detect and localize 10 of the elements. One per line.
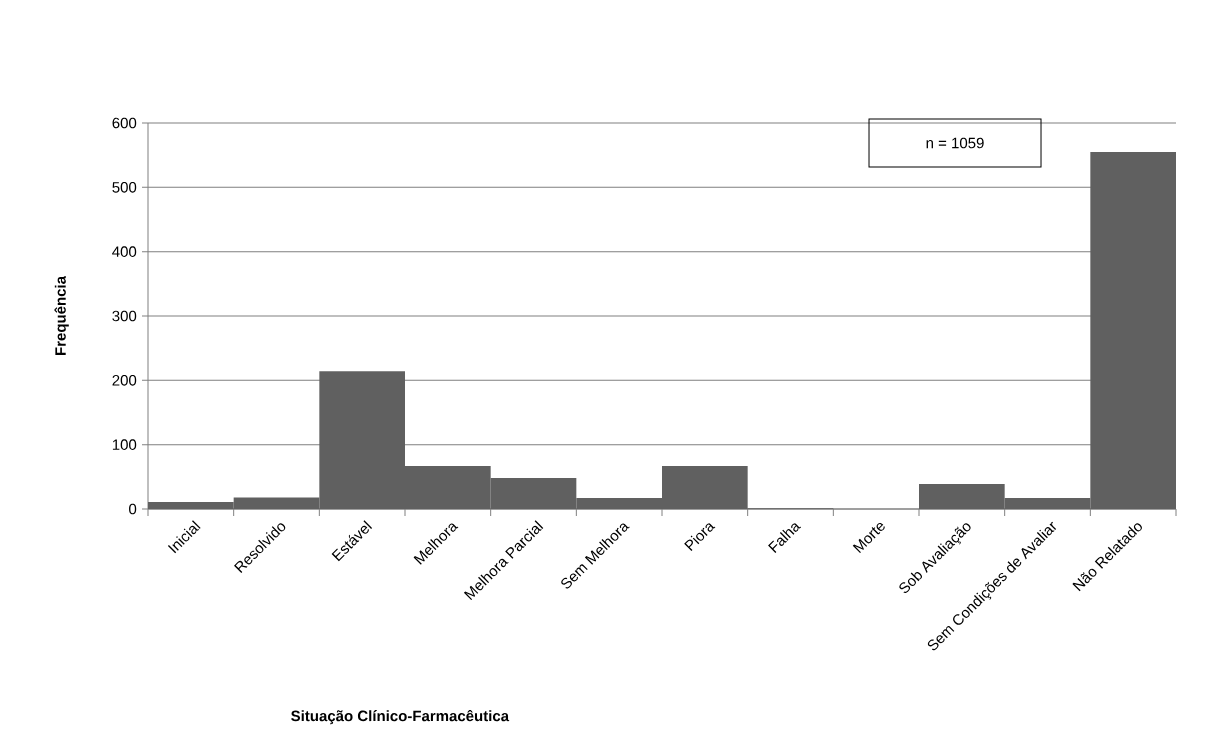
y-tick-label: 600 — [112, 117, 137, 129]
y-tick-label: 0 — [129, 503, 137, 515]
y-tick-label: 500 — [112, 182, 137, 193]
y-axis-title: Frequência — [54, 275, 69, 356]
y-tick-label: 300 — [112, 310, 137, 322]
y-tick-label: 100 — [112, 439, 137, 450]
annotation: n = 1059 — [926, 137, 984, 149]
x-axis-title: Situação Clínico-Farmacêutica — [291, 709, 510, 725]
y-tick-label: 200 — [112, 375, 137, 386]
y-tick-label: 400 — [112, 246, 137, 257]
